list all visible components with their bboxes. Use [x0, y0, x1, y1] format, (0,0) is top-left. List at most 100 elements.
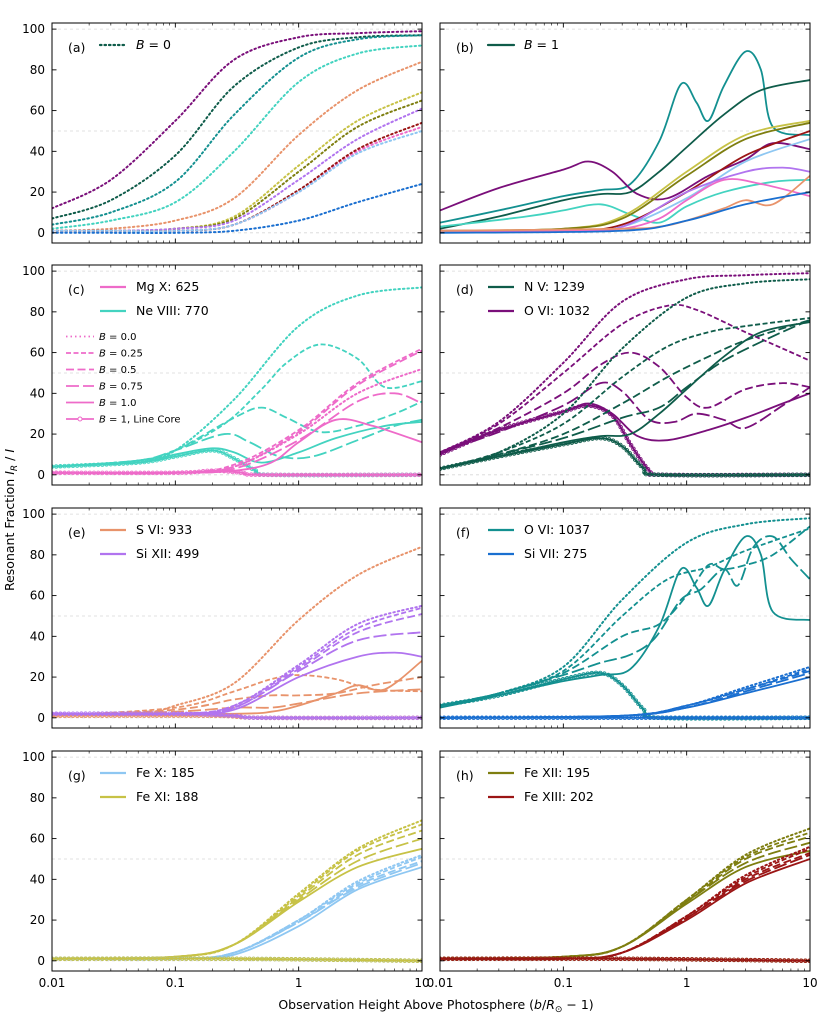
series-line [440, 278, 810, 470]
line-core-marker [790, 715, 796, 721]
line-core-marker [731, 957, 737, 963]
line-core-marker [645, 467, 651, 472]
line-core-marker [341, 472, 346, 478]
line-core-marker [360, 957, 366, 963]
line-core-marker [347, 957, 353, 963]
panel-e: 0 20 40 60 80 100 (e) S VI: 933 Si XII: 499 [22, 507, 423, 729]
line-core-marker [761, 957, 766, 963]
line-core-marker [652, 472, 657, 477]
line-core-marker [517, 956, 523, 961]
line-core-marker [528, 685, 533, 690]
style-legend-label: B = 1.0 [99, 398, 137, 409]
line-core-marker [748, 715, 754, 721]
y-tick-label: 20 [30, 427, 45, 441]
line-core-marker [454, 700, 459, 706]
line-core-marker [244, 472, 250, 477]
line-core-marker [757, 472, 762, 478]
line-core-marker [482, 456, 488, 462]
line-core-marker [572, 715, 577, 721]
line-core-marker [790, 472, 796, 478]
line-core-marker [150, 956, 156, 961]
x-tick-label: 1 [683, 976, 691, 990]
line-core-marker [765, 472, 771, 478]
series-line [440, 849, 810, 960]
line-core-marker [799, 472, 804, 478]
line-core-marker [689, 715, 695, 721]
line-core-marker [593, 404, 598, 409]
line-core-marker [457, 443, 462, 449]
line-core-marker [261, 472, 267, 478]
line-core-marker [638, 704, 644, 710]
line-core-marker [569, 675, 574, 680]
line-core-marker [534, 715, 539, 721]
line-core-marker [95, 711, 101, 716]
line-core-marker [400, 472, 405, 478]
line-core-marker [552, 678, 558, 684]
line-core-marker [475, 697, 480, 702]
line-core-marker [217, 712, 223, 718]
line-core-marker [221, 713, 227, 718]
line-core-marker [58, 470, 63, 476]
line-core-marker [735, 957, 741, 963]
x-tick-label: 10 [414, 976, 429, 990]
line-core-marker [656, 956, 661, 962]
line-core-marker [786, 715, 791, 721]
line-core-marker [744, 715, 749, 721]
line-core-marker [740, 957, 745, 963]
line-core-marker [332, 472, 338, 478]
line-core-marker [496, 715, 502, 721]
line-core-marker [320, 472, 325, 478]
line-core-marker [58, 464, 63, 469]
line-core-marker [685, 472, 691, 478]
y-tick-label: 0 [37, 711, 45, 725]
line-core-marker [765, 715, 770, 721]
line-core-marker [660, 956, 665, 962]
series-line [440, 847, 810, 961]
line-core-marker [509, 715, 514, 721]
line-core-marker [183, 452, 188, 457]
series-line [440, 272, 810, 454]
series-line [52, 129, 422, 233]
line-core-marker [593, 956, 598, 961]
line-core-marker [647, 715, 653, 721]
line-core-marker [335, 715, 340, 721]
line-core-marker [630, 956, 636, 962]
series-line [52, 107, 422, 232]
panel-c: 0 20 40 60 80 100 (c) Mg X: 625 Ne VIII: 770 B = … [22, 264, 423, 486]
line-core-marker [517, 715, 523, 721]
line-core-marker [503, 691, 509, 697]
line-core-marker [668, 472, 674, 478]
line-core-marker [488, 956, 493, 961]
line-core-marker [330, 715, 336, 721]
line-core-marker [499, 453, 504, 459]
line-core-marker [773, 715, 779, 721]
line-core-marker [557, 442, 562, 448]
line-core-marker [605, 956, 611, 961]
line-core-marker [488, 715, 493, 721]
panel-label: (h) [456, 768, 474, 783]
line-core-marker [610, 438, 616, 444]
line-core-marker [551, 715, 556, 721]
line-core-marker [625, 688, 631, 694]
line-core-marker [179, 956, 185, 961]
series-line [52, 44, 422, 230]
panel-d: (d) N V: 1239 O VI: 1032 [439, 264, 811, 486]
line-core-marker [632, 457, 638, 462]
line-core-marker [581, 437, 587, 443]
line-core-marker [458, 700, 463, 705]
line-core-marker [310, 957, 315, 962]
line-core-marker [483, 956, 489, 961]
panel-label: (b) [456, 40, 474, 55]
line-core-marker [343, 715, 349, 721]
line-core-marker [278, 472, 283, 478]
line-core-marker [798, 958, 804, 963]
line-core-marker [479, 715, 485, 721]
line-core-marker [656, 715, 661, 721]
line-core-marker [698, 715, 703, 721]
line-core-marker [353, 472, 359, 478]
line-core-marker [238, 714, 244, 719]
line-core-marker [129, 460, 134, 466]
line-core-marker [548, 679, 554, 685]
series-line [52, 660, 422, 717]
line-core-marker [656, 472, 661, 478]
